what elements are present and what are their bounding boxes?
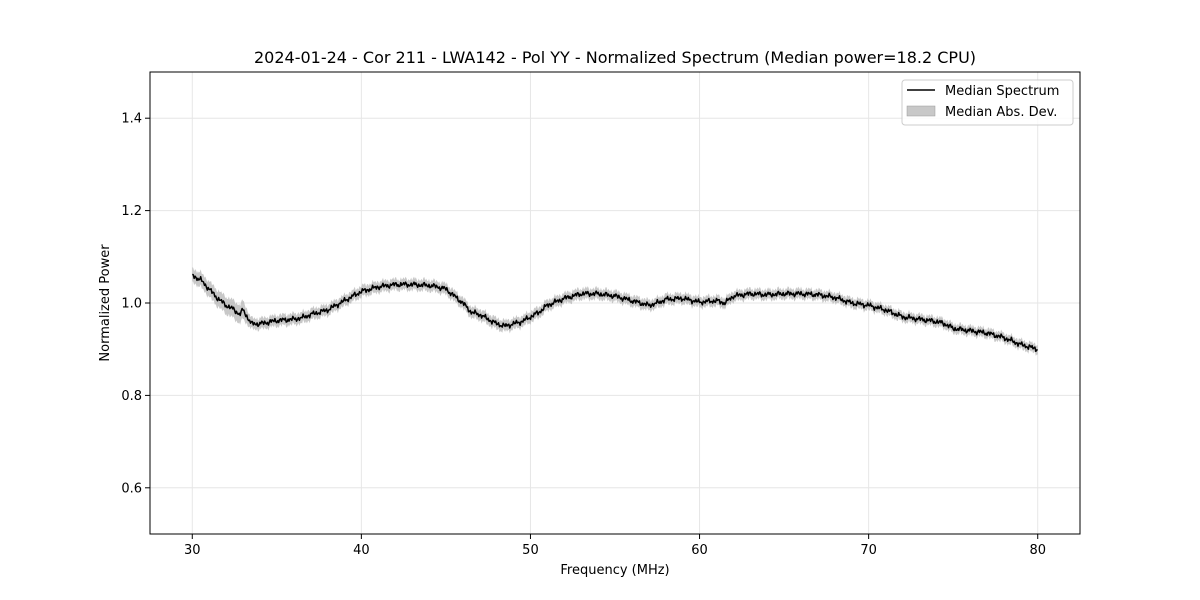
y-tick-label: 0.6 <box>121 481 142 496</box>
y-axis-ticks: 0.6 0.8 1.0 1.2 1.4 <box>121 112 150 496</box>
median-spectrum-line <box>191 273 1038 353</box>
y-tick-label: 1.4 <box>121 112 142 127</box>
legend-entry-median-spectrum: Median Spectrum <box>945 84 1059 99</box>
x-tick-label: 80 <box>1029 543 1046 558</box>
y-tick-label: 1.2 <box>121 204 142 219</box>
legend-box <box>901 79 1074 126</box>
y-axis-label: Normalized Power <box>98 244 113 362</box>
x-axis-label: Frequency (MHz) <box>560 563 669 578</box>
y-tick-label: 1.0 <box>121 297 142 312</box>
x-axis-ticks: 30 40 50 60 70 80 <box>184 534 1046 558</box>
x-tick-label: 40 <box>353 543 370 558</box>
legend-entry-median-abs-dev: Median Abs. Dev. <box>945 105 1057 120</box>
x-tick-label: 30 <box>184 543 201 558</box>
x-tick-label: 50 <box>522 543 539 558</box>
chart-title: 2024-01-24 - Cor 211 - LWA142 - Pol YY -… <box>254 48 976 67</box>
legend: Median Spectrum Median Abs. Dev. <box>901 79 1074 126</box>
x-tick-label: 70 <box>860 543 877 558</box>
x-tick-label: 60 <box>691 543 708 558</box>
legend-band-swatch <box>906 105 936 117</box>
y-tick-label: 0.8 <box>121 389 142 404</box>
